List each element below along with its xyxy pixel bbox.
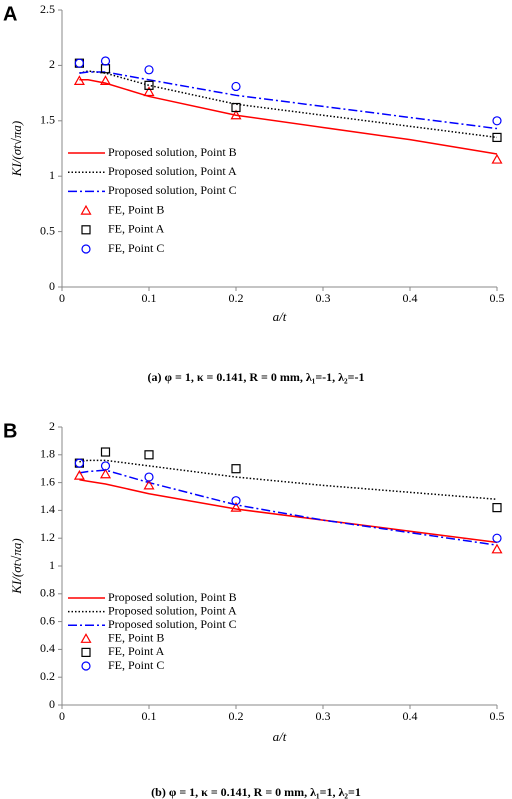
marker-triangle (491, 543, 503, 554)
y-tick-label: 1.4 (40, 502, 55, 516)
marker-circle (231, 81, 241, 92)
marker-square (144, 80, 154, 90)
x-tick-label: 0 (59, 291, 65, 305)
x-tick-label: 0.1 (142, 291, 157, 305)
marker-square (144, 450, 154, 460)
marker-circle (231, 496, 241, 506)
legend-swatch (81, 225, 91, 235)
series-line (79, 71, 498, 130)
legend-swatch (80, 204, 92, 215)
y-tick-label: 1 (49, 558, 55, 572)
x-tick-label: 0.4 (403, 291, 418, 305)
legend-label: FE, Point A (108, 644, 165, 658)
marker-square (100, 447, 111, 457)
y-axis-label: KI/(σt√πa) (9, 121, 24, 177)
series-line (79, 79, 498, 155)
marker-triangle (491, 153, 503, 164)
caption: (a) φ = 1, κ = 0.141, R = 0 mm, λ₁=-1, λ… (148, 370, 365, 384)
x-axis-label: a/t (273, 309, 287, 324)
x-tick-label: 0.2 (229, 709, 244, 723)
legend-label: Proposed solution, Point B (108, 590, 237, 604)
legend-label: Proposed solution, Point C (108, 617, 237, 631)
panel-label: A (3, 3, 17, 25)
legend-label: Proposed solution, Point B (108, 145, 237, 159)
marker-triangle (230, 501, 242, 512)
marker-circle (492, 116, 502, 126)
marker-triangle (73, 75, 85, 86)
marker-circle (100, 461, 111, 471)
y-tick-label: 1.8 (40, 447, 55, 461)
x-tick-label: 0.5 (490, 291, 505, 305)
legend-swatch (81, 661, 91, 671)
y-tick-label: 0.5 (40, 223, 55, 237)
legend-label: Proposed solution, Point A (108, 603, 237, 617)
marker-square (492, 503, 502, 513)
y-tick-label: 2.5 (40, 2, 55, 16)
x-tick-label: 0.4 (403, 709, 418, 723)
marker-triangle (73, 469, 85, 480)
legend-label: Proposed solution, Point A (108, 164, 237, 178)
y-tick-label: 1 (49, 168, 55, 182)
series-line (79, 459, 498, 501)
marker-triangle (230, 109, 242, 120)
legend-swatch (80, 633, 92, 643)
y-tick-label: 0.6 (40, 613, 55, 627)
series-line (79, 479, 498, 544)
marker-square (231, 464, 241, 474)
legend-swatch (81, 647, 91, 658)
y-axis-label: KI/(σt√πa) (9, 538, 24, 594)
y-tick-label: 0.8 (40, 586, 55, 600)
x-tick-label: 0.5 (490, 709, 505, 723)
legend-label: FE, Point C (108, 241, 164, 255)
marker-circle (74, 458, 85, 468)
x-tick-label: 0.3 (316, 709, 331, 723)
legend-label: FE, Point B (108, 631, 164, 645)
y-tick-label: 0 (49, 279, 55, 293)
legend-swatch (81, 244, 91, 254)
y-tick-label: 1.6 (40, 474, 55, 488)
legend-label: FE, Point B (108, 202, 164, 216)
panel-label: B (3, 420, 17, 442)
y-tick-label: 0.2 (40, 669, 55, 683)
y-tick-label: 1.2 (40, 530, 55, 544)
y-tick-label: 1.5 (40, 113, 55, 127)
x-tick-label: 0.1 (142, 709, 157, 723)
y-tick-label: 0 (49, 697, 55, 711)
marker-triangle (99, 75, 112, 86)
marker-triangle (143, 479, 155, 490)
y-tick-label: 2 (49, 419, 55, 433)
y-tick-label: 0.4 (40, 641, 55, 655)
x-axis-label: a/t (273, 729, 287, 744)
x-tick-label: 0.2 (229, 291, 244, 305)
marker-square (492, 132, 502, 143)
legend-label: FE, Point C (108, 658, 164, 672)
x-tick-label: 0 (59, 709, 65, 723)
x-tick-label: 0.3 (316, 291, 331, 305)
marker-circle (74, 58, 85, 68)
legend-label: Proposed solution, Point C (108, 183, 237, 197)
series-line (79, 70, 498, 139)
marker-circle (144, 472, 154, 482)
marker-triangle (99, 468, 112, 479)
caption: (b) φ = 1, κ = 0.141, R = 0 mm, λ₁=1, λ₂… (151, 785, 361, 799)
marker-circle (144, 65, 154, 75)
marker-square (231, 102, 241, 113)
marker-circle (100, 56, 111, 66)
marker-circle (492, 533, 502, 543)
marker-triangle (143, 86, 155, 97)
y-tick-label: 2 (49, 57, 55, 71)
legend-label: FE, Point A (108, 222, 165, 236)
